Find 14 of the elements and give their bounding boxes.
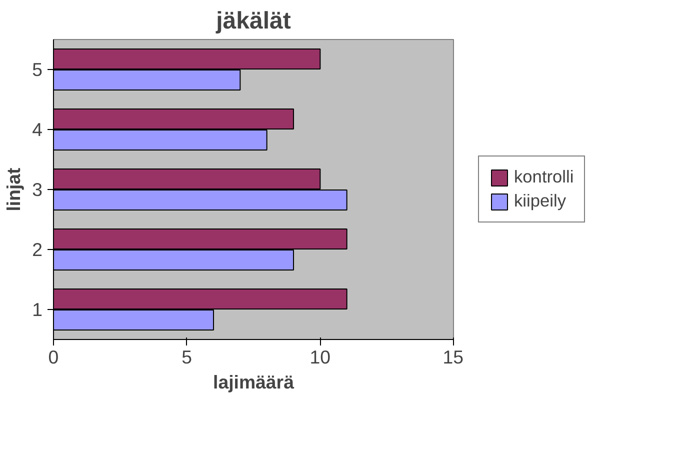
x-tick-label: 15 <box>442 346 464 368</box>
y-tick-label: 5 <box>32 59 43 80</box>
y-tick-label: 2 <box>32 239 43 260</box>
x-tick-label: 5 <box>182 346 192 368</box>
y-axis-title: linjat <box>3 168 24 212</box>
legend-label: kiipeily <box>514 190 566 212</box>
x-tick-label: 0 <box>48 346 59 368</box>
y-tick-label: 4 <box>32 119 43 140</box>
y-tick-label: 3 <box>32 179 43 200</box>
x-axis-title: lajimäärä <box>213 372 295 392</box>
legend-label: kontrolli <box>514 166 574 188</box>
y-tick-label: 1 <box>32 299 43 320</box>
x-tick-label: 10 <box>310 346 331 368</box>
chart-title: jäkälät <box>215 8 291 34</box>
